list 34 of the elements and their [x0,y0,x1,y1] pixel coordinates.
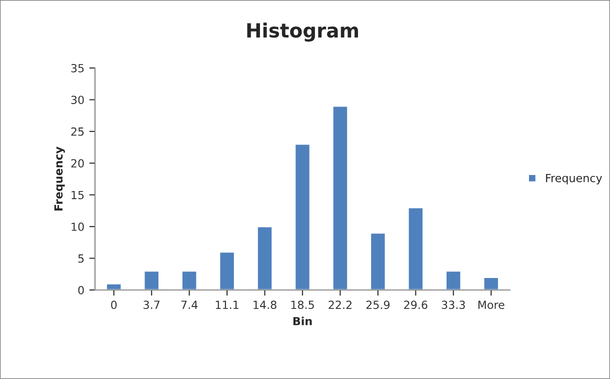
x-tick-label: 33.3 [442,300,465,310]
x-tick-label: 18.5 [291,300,314,310]
y-tick-label: 5 [78,254,84,263]
bar [106,282,122,290]
bar [218,251,236,290]
x-tick-label: 7.4 [181,300,198,309]
x-tick-label: 29.6 [404,300,428,310]
y-tick-label: 15 [72,190,84,200]
bar [332,105,348,290]
x-tick-label: 14.8 [254,300,276,310]
y-tick-label: 30 [71,96,84,104]
y-tick-label: 20 [71,159,84,168]
legend-label: Frequency [546,174,602,184]
x-tick-label: 11.1 [216,300,238,309]
y-tick-label: 25 [71,127,84,136]
bar [482,276,500,290]
chart-title: Histogram [247,22,358,42]
x-tick-label: 3.7 [144,300,160,310]
bar [181,270,198,290]
bar [407,206,424,290]
x-axis-title: Bin [293,316,312,326]
y-tick-label: 0 [78,286,84,294]
x-tick-label: More [478,300,504,310]
bar [294,143,311,290]
bar [370,232,386,290]
bar [143,270,160,290]
x-tick-label: 22.2 [328,300,352,309]
x-tick-label: 0 [111,300,117,310]
y-tick-label: 35 [71,64,84,72]
bar [256,226,274,290]
bar [445,270,462,290]
x-tick-label: 25.9 [366,300,390,310]
y-tick-label: 10 [72,222,84,231]
y-axis-title: Frequency [54,146,65,210]
